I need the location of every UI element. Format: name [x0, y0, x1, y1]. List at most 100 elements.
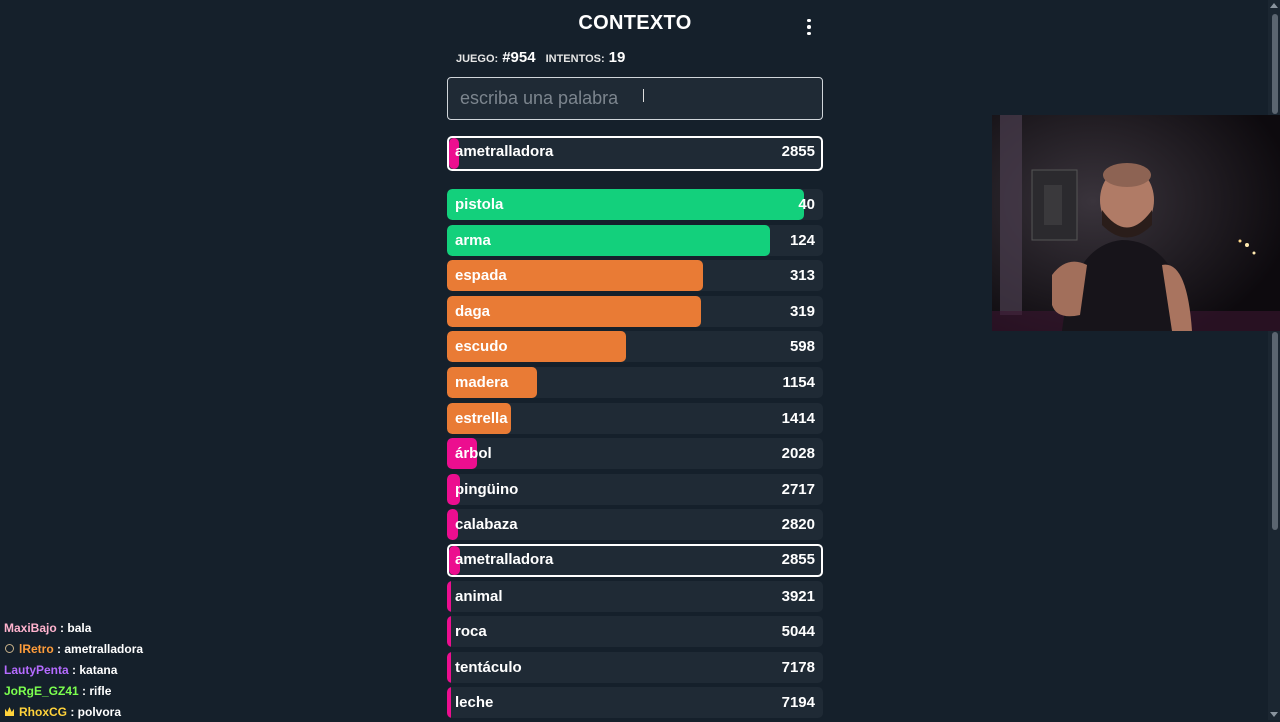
- chat-message: RhoxCG : polvora: [4, 701, 143, 722]
- game-stats: JUEGO: #954 INTENTOS: 19: [456, 49, 625, 66]
- guess-proximity-bar: [449, 546, 460, 575]
- guess-proximity-bar: [447, 331, 626, 362]
- scroll-up-arrow-icon[interactable]: [1270, 3, 1278, 8]
- guess-rank: 2820: [781, 516, 815, 533]
- guess-proximity-bar: [447, 474, 460, 505]
- chat-message: JoRgE_GZ41 : rifle: [4, 680, 143, 701]
- guess-proximity-bar: [447, 225, 770, 256]
- word-guess-input[interactable]: [447, 77, 823, 120]
- guess-rank: 40: [798, 196, 815, 213]
- chat-text: rifle: [89, 683, 112, 698]
- guess-proximity-bar: [447, 296, 701, 327]
- guess-rank: 1154: [782, 374, 815, 391]
- guess-word: tentáculo: [455, 659, 522, 676]
- game-number: #954: [502, 49, 536, 66]
- guess-word: roca: [455, 623, 487, 640]
- text-cursor-icon: [642, 89, 644, 102]
- chat-text: polvora: [77, 704, 122, 719]
- guess-row: calabaza 2820: [447, 509, 823, 540]
- chat-username: MaxiBajo: [4, 620, 57, 635]
- guess-proximity-bar: [447, 189, 804, 220]
- guess-word: arma: [455, 232, 491, 249]
- guess-row: animal 3921: [447, 581, 823, 612]
- guess-proximity-bar: [447, 367, 537, 398]
- chat-separator: :: [53, 641, 65, 656]
- scrollbar-thumb-lower[interactable]: [1272, 332, 1278, 530]
- chat-username: RhoxCG: [19, 704, 67, 719]
- chat-username: LautyPenta: [4, 662, 69, 677]
- guess-row: daga 319: [447, 296, 823, 327]
- guess-proximity-bar: [447, 581, 451, 612]
- guess-rank: 2717: [781, 481, 815, 498]
- guess-row: tentáculo 7178: [447, 652, 823, 683]
- guess-row: escudo 598: [447, 331, 823, 362]
- guess-rank: 2028: [781, 445, 815, 462]
- guess-row: espada 313: [447, 260, 823, 291]
- guess-rank: 3921: [781, 588, 815, 605]
- last-guess-word: ametralladora: [455, 143, 554, 160]
- guess-word: escudo: [455, 338, 508, 355]
- webcam-overlay: [992, 115, 1280, 331]
- guess-rank: 7194: [781, 694, 815, 711]
- guess-row: leche 7194: [447, 687, 823, 718]
- app-title: CONTEXTO: [578, 12, 692, 34]
- chat-separator: :: [56, 620, 68, 635]
- guess-rank: 598: [789, 338, 815, 355]
- guess-word: árbol: [455, 445, 492, 462]
- guess-row: arma 124: [447, 225, 823, 256]
- guess-row: madera 1154: [447, 367, 823, 398]
- chat-username: lRetro: [19, 641, 54, 656]
- chat-message: MaxiBajo : bala: [4, 617, 143, 638]
- chat-text: katana: [79, 662, 118, 677]
- last-guess-score: 2855: [781, 143, 815, 160]
- scroll-down-arrow-icon[interactable]: [1270, 712, 1278, 717]
- more-options-menu-icon[interactable]: [799, 14, 819, 40]
- last-guess-bar: [449, 138, 459, 169]
- attempts-count: 19: [608, 49, 626, 66]
- guess-word: espada: [455, 267, 507, 284]
- guess-rank: 7178: [781, 659, 815, 676]
- guess-row: ametralladora 2855: [447, 544, 823, 577]
- guess-row: roca 5044: [447, 616, 823, 647]
- round-badge-icon: [5, 644, 14, 653]
- guess-word: madera: [455, 374, 509, 391]
- guess-word: daga: [455, 303, 491, 320]
- chat-message: LautyPenta : katana: [4, 659, 143, 680]
- guess-proximity-bar: [447, 616, 451, 647]
- guess-rank: 124: [789, 232, 815, 249]
- guess-word: animal: [455, 588, 503, 605]
- guess-rank: 1414: [781, 410, 815, 427]
- last-guess-row: ametralladora 2855: [447, 136, 823, 171]
- page-scrollbar[interactable]: [1268, 0, 1280, 720]
- crown-badge-icon: [5, 707, 14, 716]
- stream-chat-overlay: MaxiBajo : bala lRetro : ametralladora Lau…: [4, 617, 143, 722]
- guess-row: pistola 40: [447, 189, 823, 220]
- guess-word: pistola: [455, 196, 504, 213]
- guess-proximity-bar: [447, 509, 458, 540]
- chat-separator: :: [67, 704, 78, 719]
- chat-text: bala: [67, 620, 92, 635]
- attempts-label: INTENTOS:: [545, 53, 605, 65]
- chat-text: ametralladora: [64, 641, 144, 656]
- guess-word: ametralladora: [455, 551, 554, 568]
- guess-rank: 313: [789, 267, 815, 284]
- guess-word: pingüino: [455, 481, 519, 498]
- guess-word: estrella: [455, 410, 508, 427]
- chat-message: lRetro : ametralladora: [4, 638, 143, 659]
- guess-word: leche: [455, 694, 494, 711]
- guess-row: árbol 2028: [447, 438, 823, 469]
- guess-proximity-bar: [447, 260, 703, 291]
- guess-proximity-bar: [447, 438, 477, 469]
- guess-proximity-bar: [447, 403, 511, 434]
- guess-proximity-bar: [447, 687, 451, 718]
- guess-row: pingüino 2717: [447, 474, 823, 505]
- chat-separator: :: [68, 662, 80, 677]
- guess-rank: 319: [789, 303, 815, 320]
- chat-separator: :: [78, 683, 90, 698]
- guess-proximity-bar: [447, 652, 451, 683]
- chat-username: JoRgE_GZ41: [4, 683, 79, 698]
- scrollbar-thumb[interactable]: [1272, 14, 1278, 114]
- webcam-image: [992, 115, 1280, 331]
- guess-word: calabaza: [455, 516, 518, 533]
- guess-rank: 5044: [781, 623, 815, 640]
